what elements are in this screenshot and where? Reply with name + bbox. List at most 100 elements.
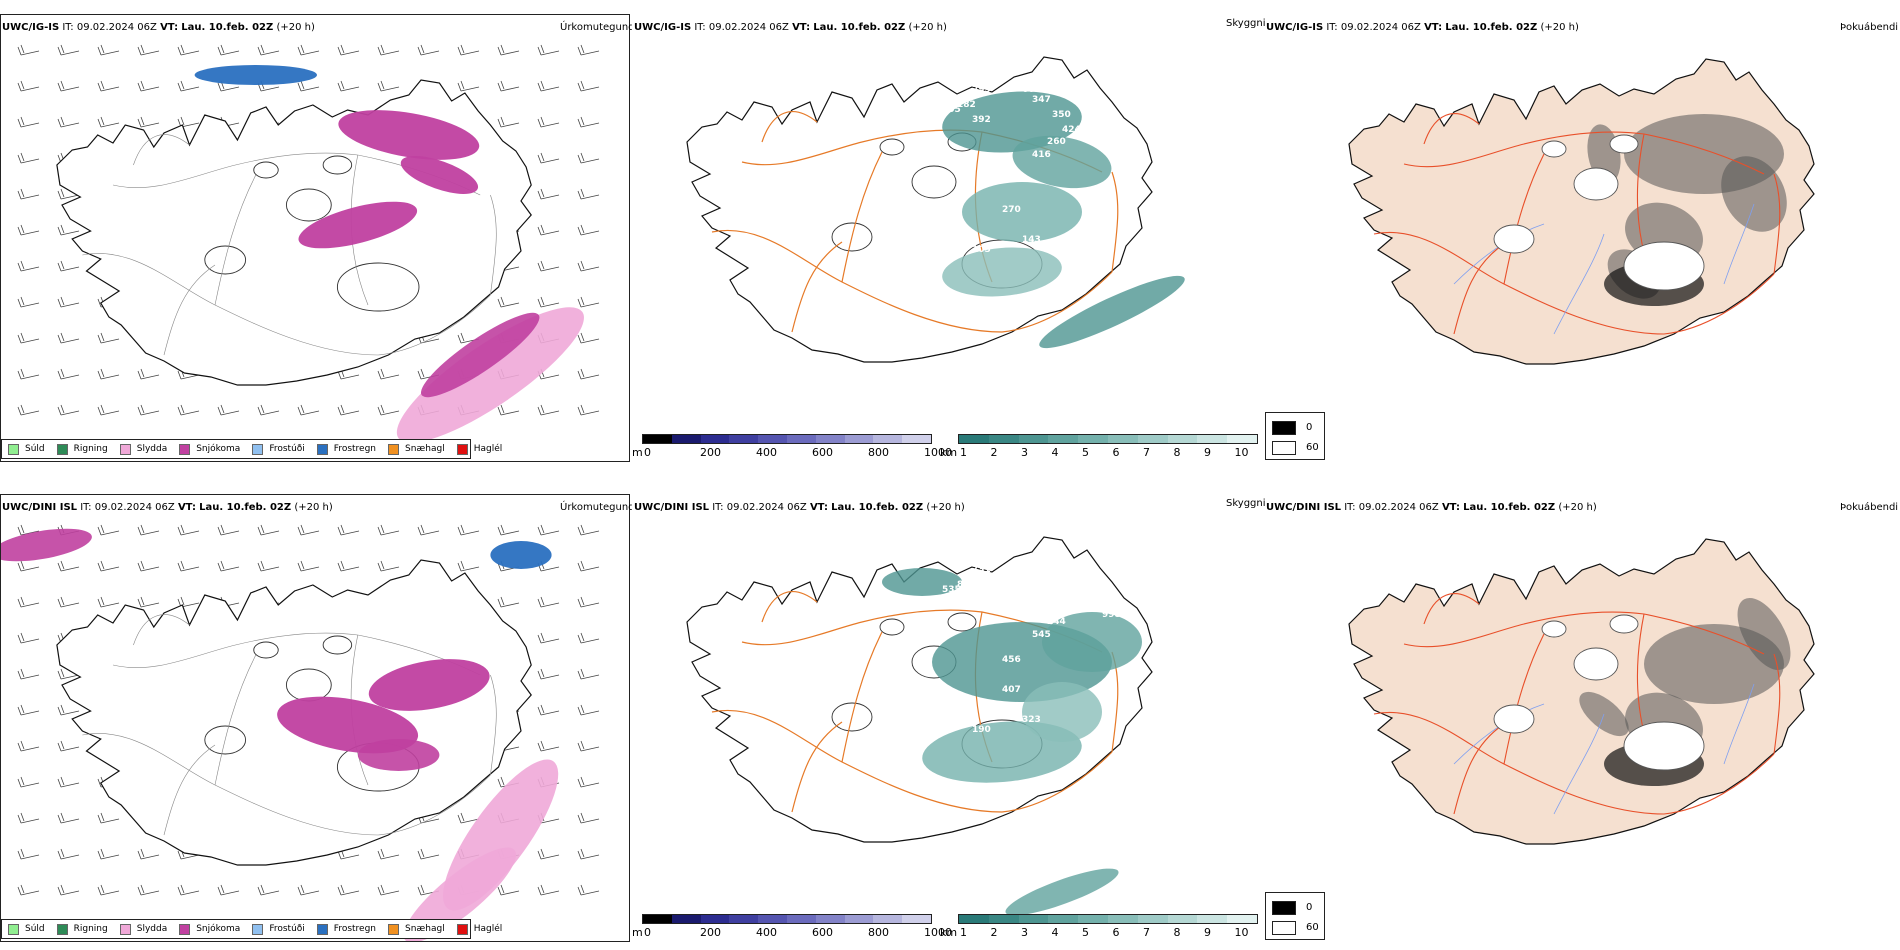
legend-swatch [119, 443, 131, 455]
legend-label: Snæhagl [405, 924, 445, 934]
ceiling-value-label: 143 [1022, 235, 1041, 245]
fog-scale-2: 0 60 [1265, 892, 1325, 940]
legend-swatch [56, 443, 68, 455]
ceiling-value-label: 463 [1022, 565, 1041, 575]
ceiling-value-label: 731 [972, 565, 991, 575]
ceiling-value-label: 182 [957, 100, 976, 110]
scale-tick-label: 0 [644, 926, 651, 939]
ceiling-value-label: 274 [1032, 575, 1051, 585]
legend-item: Frostúði [252, 923, 305, 935]
legend-label: Haglél [473, 924, 503, 934]
scale-unit: km [940, 926, 958, 939]
precip-type-legend: Súld Rigning Slydda Snjókoma Frostúði Frostre… [1, 439, 502, 459]
scale-tick-label: 4 [1051, 446, 1059, 459]
legend-label: Rigning [73, 924, 108, 934]
ceiling-value-label: 332 [972, 595, 991, 605]
legend-label: Slydda [136, 444, 168, 454]
legend-item: Frostregn [316, 923, 377, 935]
scale-tick-label: 7 [1143, 446, 1150, 459]
precip-type-panel-1: Súld Rigning Slydda Snjókoma Frostúði Frostre… [0, 14, 630, 462]
scale-tick-label: 1 [960, 926, 967, 939]
legend-label: Súld [25, 444, 45, 454]
cloud-panel-title-2: Skyggni [1226, 498, 1266, 509]
scale-tick-label: 600 [812, 926, 833, 939]
ceiling-visibility-panel-1: 305 295 605 392 347 350 424 260 416 181 327 270 143 1… [632, 14, 1264, 462]
legend-label: Snjókoma [196, 924, 241, 934]
ceiling-value-label: 250 [922, 600, 941, 610]
legend-label: Rigning [73, 444, 108, 454]
precip-type-legend: Súld Rigning Slydda Snjókoma Frostúði Frostre… [1, 919, 502, 939]
scale-tick-label: 10 [1234, 446, 1249, 459]
ceiling-visibility-panel-2: 535 731 463 332 274 252 262 244 545 998 456 407 323 1… [632, 494, 1264, 942]
ceiling-scale-2: m 0 200 400 600 800 1000 [632, 914, 952, 942]
legend-label: Frostúði [269, 444, 305, 454]
legend-label: Frostregn [333, 924, 377, 934]
scale-tick-label: 5 [1082, 446, 1089, 459]
scale-tick-label: 800 [868, 926, 889, 939]
scale-tick-label: 0 [644, 446, 651, 459]
precip-map-1 [17, 44, 600, 443]
precip-type-panel-2: Súld Rigning Slydda Snjókoma Frostúði Frostre… [0, 494, 630, 942]
ceiling-value-label: 347 [1032, 95, 1051, 105]
scale-tick-label: 7 [1143, 926, 1150, 939]
legend-label: Súld [25, 924, 45, 934]
ceiling-value-label: 305 [942, 105, 961, 115]
ceiling-value-label: 244 [1047, 617, 1066, 627]
fog-scale-1: 0 60 [1265, 412, 1325, 460]
fog-indicator-panel-2 [1264, 494, 1900, 942]
scale-tick-label: 9 [1204, 926, 1211, 939]
scale-tick-label: 800 [868, 446, 889, 459]
fog-panel-title-1: Þokuábendi [1840, 22, 1899, 33]
ceiling-value-label: 998 [1102, 610, 1121, 620]
scale-tick-label: 9 [1204, 446, 1211, 459]
legend-item: Súld [8, 923, 45, 935]
precip-panel-title-1: Úrkomutegund [560, 22, 635, 33]
ceiling-value-label: 105 [972, 245, 991, 255]
legend-label: Haglél [473, 444, 503, 454]
ceiling-value-label: 545 [1032, 630, 1051, 640]
ceiling-value-label: 392 [972, 115, 991, 125]
scale-unit: m [632, 926, 643, 939]
legend-swatch [456, 443, 468, 455]
legend-item: Snjókoma [179, 443, 241, 455]
scale-tick-label: 2 [990, 926, 998, 939]
legend-swatch [388, 443, 400, 455]
legend-swatch [252, 923, 264, 935]
scale-unit: km [940, 446, 958, 459]
visibility-scale-1: km 1 2 3 4 5 6 7 8 9 10 [940, 434, 1260, 462]
legend-label: Snjókoma [196, 444, 241, 454]
precip-header-2: UWC/DINI ISL IT: 09.02.2024 06Z VT: Lau.… [2, 502, 333, 513]
legend-item: Rigning [56, 923, 108, 935]
scale-tick-label: 1 [960, 446, 967, 459]
scale-unit: m [632, 446, 643, 459]
ceiling-value-label: 456 [1002, 655, 1021, 665]
fog-header-1: UWC/IG-IS IT: 09.02.2024 06Z VT: Lau. 10… [1266, 22, 1579, 33]
legend-item: Frostúði [252, 443, 305, 455]
legend-swatch [316, 443, 328, 455]
ceiling-value-label: 260 [1047, 137, 1066, 147]
ceiling-value-label: 54 [922, 120, 935, 130]
legend-label: Frostregn [333, 444, 377, 454]
ceiling-value-label: 605 [1022, 85, 1041, 95]
ceiling-value-label: 407 [1002, 685, 1021, 695]
scale-tick-label: 400 [756, 446, 777, 459]
scale-tick-label: 1000 [924, 926, 952, 939]
legend-label: Frostúði [269, 924, 305, 934]
legend-item: Haglél [456, 923, 503, 935]
legend-item: Rigning [56, 443, 108, 455]
ceiling-value-label: 87 [957, 580, 970, 590]
fog-header-2: UWC/DINI ISL IT: 09.02.2024 06Z VT: Lau.… [1266, 502, 1597, 513]
fog-indicator-map-2 [1348, 538, 1815, 845]
ceiling-value-label: 181 [1102, 130, 1121, 140]
legend-item: Haglél [456, 443, 503, 455]
legend-item: Frostregn [316, 443, 377, 455]
precip-map-2 [1, 524, 600, 941]
scale-tick-label: 2 [990, 446, 998, 459]
legend-swatch [316, 923, 328, 935]
scale-tick-label: 10 [1234, 926, 1249, 939]
legend-swatch [179, 443, 191, 455]
ceiling-value-label: 270 [1002, 205, 1021, 215]
ceiling-value-label: 350 [1052, 110, 1071, 120]
ceiling-value-label: 416 [1032, 150, 1051, 160]
